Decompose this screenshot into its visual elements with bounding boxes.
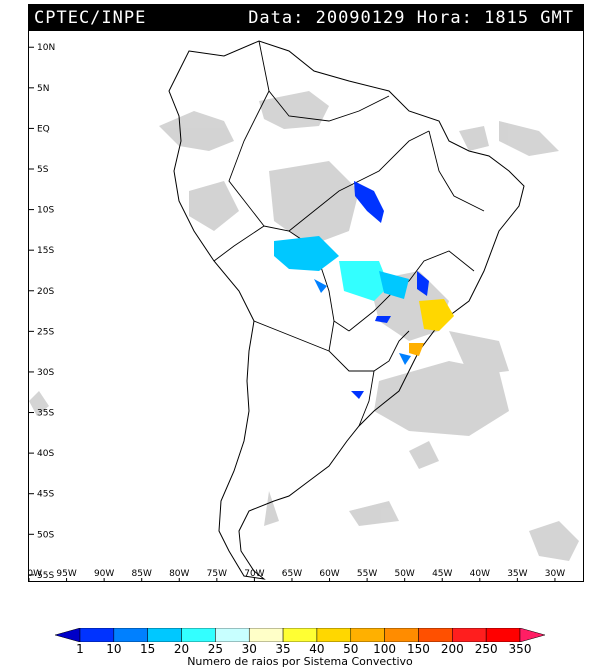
- lat-tick-label: 5N: [37, 84, 49, 94]
- lat-tick-label: 30S: [37, 368, 54, 378]
- lon-tick-label: 95W: [56, 569, 76, 579]
- color-bar-value: 50: [343, 642, 359, 656]
- color-bar-segment: [485, 628, 521, 642]
- lon-tick-label: 55W: [357, 569, 377, 579]
- lat-tick-label: EQ: [37, 124, 50, 134]
- lon-tick-label: 70W: [244, 569, 264, 579]
- color-bar-value: 1: [76, 642, 84, 656]
- lat-tick-label: 55S: [37, 571, 54, 581]
- lon-tick-label: 80W: [169, 569, 189, 579]
- color-bar-value: 35: [275, 642, 291, 656]
- color-bar-labels: 1 10 15 20 25 30 35 40 50 100 150 200 250 350: [0, 642, 600, 656]
- color-bar-segment: [79, 628, 115, 642]
- longitude-ticks: 100W 95W 90W 85W 80W 75W 70W 65W 60W 55W 50W 45W 40W…: [29, 569, 565, 581]
- lon-tick-label: 65W: [282, 569, 302, 579]
- map-frame: 10N 5N EQ 5S 10S 15S 20S 25S 30S 35S 40S 45S 50S 55S …: [28, 30, 584, 582]
- lat-tick-label: 15S: [37, 246, 54, 256]
- lon-tick-label: 60W: [319, 569, 339, 579]
- color-bar-value: 250: [474, 642, 498, 656]
- lon-tick-label: 45W: [432, 569, 452, 579]
- color-bar-value: 200: [440, 642, 464, 656]
- lat-tick-label: 45S: [37, 490, 54, 500]
- color-bar-segment: [248, 628, 284, 642]
- date-time-label: Data: 20090129 Hora: 1815 GMT: [248, 8, 574, 28]
- color-bar-segment: [147, 628, 182, 642]
- lat-tick-label: 5S: [37, 165, 49, 175]
- lon-tick-label: 100W: [29, 569, 42, 579]
- lon-tick-label: 50W: [394, 569, 414, 579]
- lightning-cells: [274, 181, 454, 399]
- color-bar-segment: [113, 628, 148, 642]
- lat-tick-label: 40S: [37, 449, 54, 459]
- color-bar-value: 100: [373, 642, 397, 656]
- lightning-map: 10N5NEQ5S10S15S20S25S30S35S40S45S50S55S …: [29, 40, 579, 581]
- latitude-ticks: 10N 5N EQ 5S 10S 15S 20S 25S 30S 35S 40S 45S 50S 55S: [29, 43, 55, 581]
- color-bar-segment: [316, 628, 352, 642]
- color-bar-value: 25: [207, 642, 224, 656]
- color-bar-value: 30: [241, 642, 257, 656]
- lon-tick-label: 35W: [507, 569, 527, 579]
- lat-tick-label: 10N: [37, 43, 55, 53]
- lat-tick-label: 25S: [37, 327, 54, 337]
- lon-tick-label: 30W: [545, 569, 565, 579]
- lat-tick-label: 50S: [37, 530, 54, 540]
- title-bar: CPTEC/INPE Data: 20090129 Hora: 1815 GMT: [28, 4, 584, 30]
- color-bar-value: 350: [508, 642, 532, 656]
- color-bar-segment: [215, 628, 250, 642]
- color-bar-segment: [452, 628, 487, 642]
- lon-tick-label: 75W: [207, 569, 227, 579]
- lat-tick-label: 10S: [37, 206, 54, 216]
- lon-tick-label: 40W: [470, 569, 490, 579]
- color-bar-value: 20: [173, 642, 190, 656]
- lat-tick-label: 35S: [37, 409, 54, 419]
- lat-tick-label: 20S: [37, 287, 54, 297]
- color-bar-segment: [418, 628, 453, 642]
- lon-tick-label: 90W: [94, 569, 114, 579]
- color-bar-caption: Numero de raios por Sistema Convectivo: [187, 655, 413, 668]
- color-bar-value: 15: [140, 642, 156, 656]
- color-bar-left-arrow: [55, 628, 81, 642]
- lon-tick-label: 85W: [132, 569, 152, 579]
- color-bar-segment: [350, 628, 385, 642]
- color-bar: [55, 628, 545, 642]
- color-bar-segment: [384, 628, 419, 642]
- color-bar-right-arrow: [519, 628, 545, 642]
- color-bar-value: 150: [407, 642, 430, 656]
- color-bar-segment: [282, 628, 318, 642]
- color-bar-segment: [181, 628, 216, 642]
- color-bar-value: 40: [309, 642, 325, 656]
- south-america-outline: [168, 40, 525, 580]
- source-label: CPTEC/INPE: [34, 8, 147, 28]
- color-bar-value: 10: [106, 642, 122, 656]
